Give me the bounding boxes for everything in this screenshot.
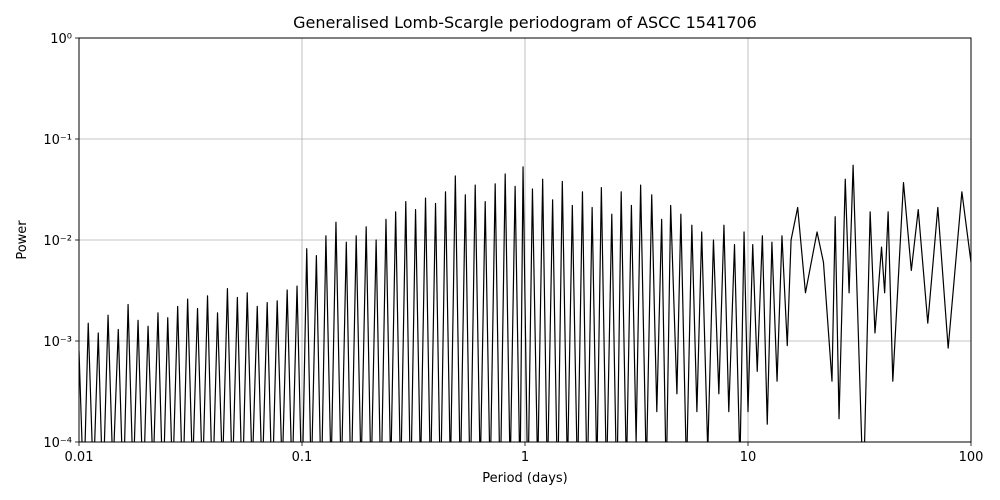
x-tick-label: 10 [740, 450, 757, 465]
periodogram-line [79, 164, 971, 442]
x-axis-label: Period (days) [482, 471, 568, 486]
x-tick-label: 0.1 [292, 450, 313, 465]
x-tick-label: 1 [521, 450, 529, 465]
x-tick-label: 100 [959, 450, 984, 465]
y-axis-label: Power [15, 220, 30, 260]
y-tick-label: 10⁻³ [43, 335, 72, 350]
ticks: 0.01 0.1 1 10 100 10⁻⁴ 10⁻³ 10⁻² 10⁻¹ 10⁰ [43, 32, 983, 465]
x-tick-label: 0.01 [65, 450, 94, 465]
plot-area [79, 164, 971, 442]
y-tick-label: 10⁻¹ [43, 133, 72, 148]
y-tick-label: 10⁻⁴ [43, 436, 72, 451]
grid [78, 37, 972, 443]
y-tick-label: 10⁰ [50, 32, 72, 47]
chart-title: Generalised Lomb-Scargle periodogram of … [293, 13, 757, 32]
y-tick-label: 10⁻² [43, 234, 72, 249]
